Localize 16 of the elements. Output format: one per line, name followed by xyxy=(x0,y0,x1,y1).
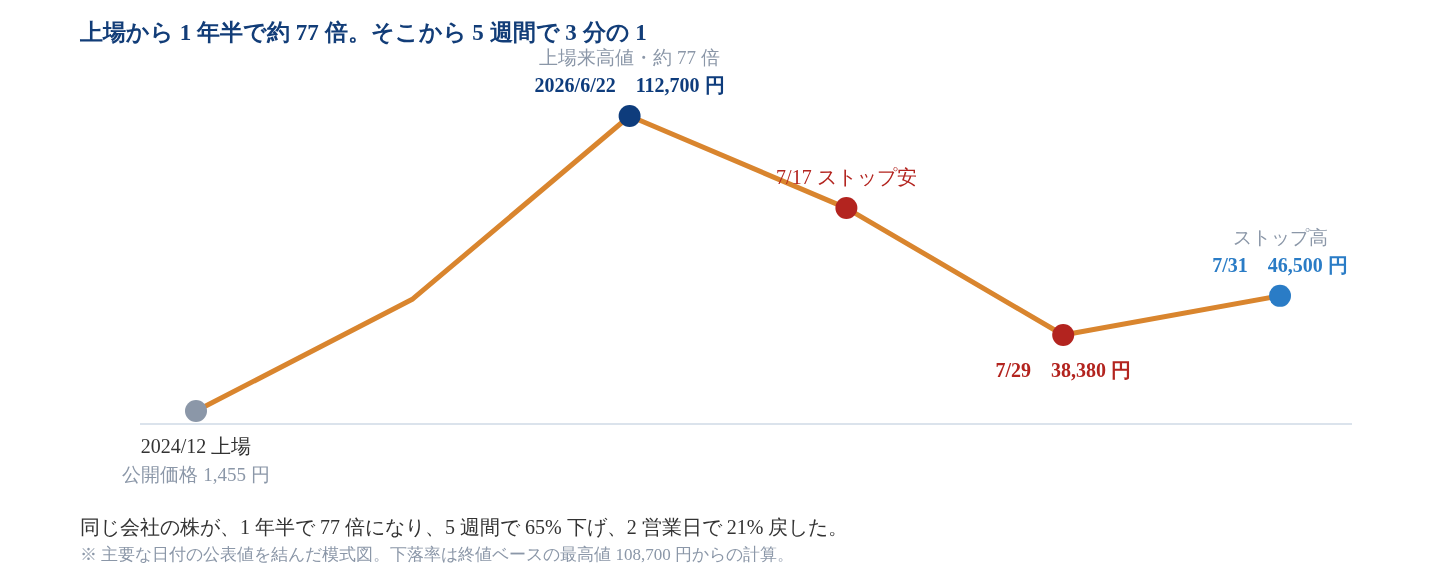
text: 2026/6/22 112,700 円 xyxy=(534,74,725,96)
text: 上場来高値・約 77 倍 xyxy=(539,47,720,68)
point xyxy=(835,197,858,220)
text: ※ 主要な日付の公表値を結んだ模式図。下落率は終値ベースの最高値 108,700 円からの計算。 xyxy=(80,545,794,564)
text: ストップ高 xyxy=(1232,226,1328,248)
text: 7/31 46,500 円 xyxy=(1212,253,1348,276)
text: 公開価格 1,455 円 xyxy=(122,464,270,486)
text: 7/29 38,380 円 xyxy=(995,358,1131,381)
point xyxy=(1052,323,1075,346)
text: 7/17 ストップ安 xyxy=(776,166,917,189)
chart-title: 上場から 1 年半で約 77 倍。そこから 5 週間で 3 分の 1 xyxy=(79,20,647,45)
text: 2024/12 上場 xyxy=(140,435,252,458)
point xyxy=(618,105,641,127)
point xyxy=(1269,284,1291,307)
text: 同じ会社の株が、1 年半で 77 倍になり、5 週間で 65% 下げ、2 営業日で 21% 戻した。 xyxy=(80,516,849,538)
point xyxy=(185,400,207,423)
